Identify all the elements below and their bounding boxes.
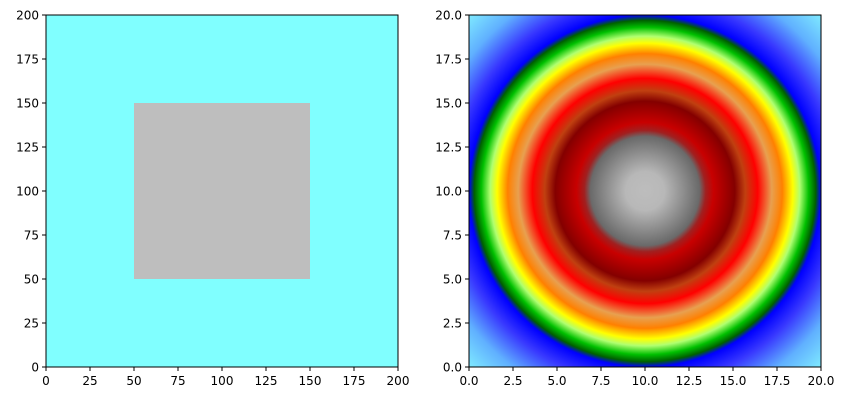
y-tick-label: 125 <box>16 141 39 155</box>
y-tick-label: 175 <box>16 53 39 67</box>
y-tick-label: 17.5 <box>435 53 462 67</box>
y-tick-label: 50 <box>24 273 39 287</box>
x-tick-label: 0 <box>42 374 50 388</box>
x-tick-label: 175 <box>343 374 366 388</box>
x-tick-label: 12.5 <box>676 374 703 388</box>
gray-square-region <box>134 103 310 279</box>
x-tick-label: 10.0 <box>632 374 659 388</box>
x-tick-label: 75 <box>170 374 185 388</box>
y-tick-label: 7.5 <box>443 229 462 243</box>
x-tick-label: 50 <box>126 374 141 388</box>
y-tick-label: 2.5 <box>443 317 462 331</box>
left-axes: 0 25 50 75 100 125 150 175 200 0 25 50 75 100 125 150 17… <box>16 9 409 389</box>
x-tick-label: 7.5 <box>591 374 610 388</box>
right-axes: 0.0 2.5 5.0 7.5 10.0 12.5 15.0 17.5 20.0 0.0 2.5 5.… <box>435 9 834 389</box>
y-tick-label: 10.0 <box>435 185 462 199</box>
y-tick-label: 12.5 <box>435 141 462 155</box>
x-tick-label: 15.0 <box>720 374 747 388</box>
x-tick-label: 17.5 <box>764 374 791 388</box>
x-tick-label: 200 <box>387 374 410 388</box>
y-tick-label: 20.0 <box>435 9 462 23</box>
radial-image <box>469 15 821 367</box>
y-tick-label: 150 <box>16 97 39 111</box>
y-tick-label: 25 <box>24 317 39 331</box>
x-tick-label: 100 <box>211 374 234 388</box>
y-tick-label: 5.0 <box>443 273 462 287</box>
y-tick-label: 200 <box>16 9 39 23</box>
x-tick-label: 5.0 <box>547 374 566 388</box>
y-tick-label: 0.0 <box>443 361 462 375</box>
x-tick-label: 2.5 <box>503 374 522 388</box>
x-tick-label: 25 <box>82 374 97 388</box>
x-tick-label: 20.0 <box>808 374 835 388</box>
x-tick-label: 150 <box>299 374 322 388</box>
x-tick-label: 0.0 <box>459 374 478 388</box>
y-tick-label: 100 <box>16 185 39 199</box>
y-tick-label: 15.0 <box>435 97 462 111</box>
y-tick-label: 0 <box>31 361 39 375</box>
y-tick-label: 75 <box>24 229 39 243</box>
x-tick-label: 125 <box>255 374 278 388</box>
